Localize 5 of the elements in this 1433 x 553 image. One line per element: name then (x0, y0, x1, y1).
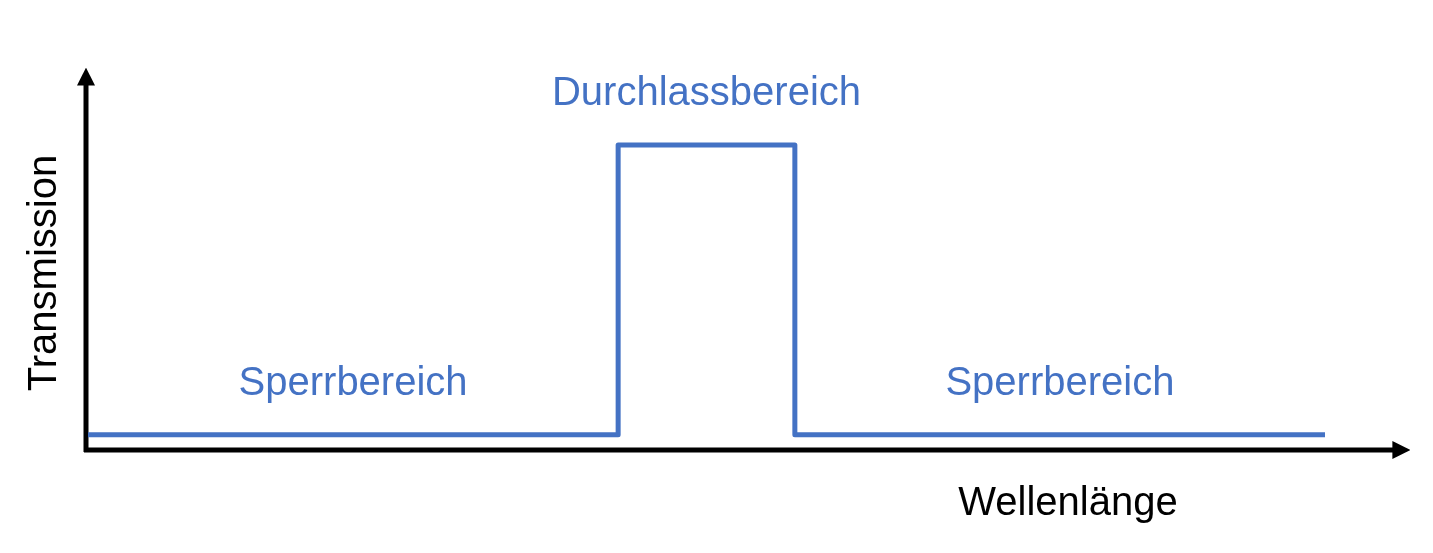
y-axis-title: Transmission (20, 154, 64, 392)
annotation: Sperrbereich (238, 358, 468, 403)
text: Durchlassbereich (551, 69, 862, 113)
annotation: Sperrbereich (945, 358, 1175, 403)
x-axis-title: Wellenlänge (958, 479, 1178, 523)
